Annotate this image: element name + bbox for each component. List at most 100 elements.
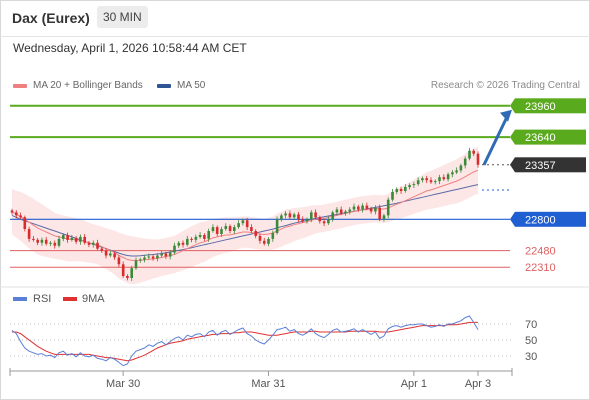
candle-body	[258, 235, 262, 241]
candle-body	[335, 209, 339, 213]
candle-body	[224, 226, 228, 229]
candle-body	[472, 150, 475, 154]
candle-body	[318, 217, 322, 222]
candle-body	[339, 209, 343, 214]
legend-ma50: MA 50	[157, 80, 205, 91]
level-label-bg	[515, 211, 586, 227]
candle-body	[164, 253, 168, 257]
candle-body	[10, 210, 14, 213]
candle-body	[348, 209, 352, 212]
candle-body	[53, 242, 57, 246]
x-tick-label: Apr 3	[465, 378, 491, 390]
candle-body	[62, 235, 65, 239]
candle-body	[331, 212, 334, 220]
candle-body	[374, 207, 377, 212]
level-label-pointer	[510, 211, 515, 227]
candle-body	[412, 184, 416, 186]
level-label-bg	[515, 157, 586, 173]
candle-body	[399, 189, 403, 191]
candle-body	[19, 215, 22, 218]
candle-body	[83, 236, 86, 243]
level-label-bg	[515, 129, 586, 145]
candle-body	[442, 177, 446, 180]
candle-body	[117, 257, 121, 265]
candle-body	[190, 238, 193, 240]
level-label-pivot: 22800	[525, 214, 556, 226]
candle-body	[310, 212, 313, 220]
ma9-legend-swatch	[63, 297, 77, 301]
candle-body	[451, 172, 454, 175]
candle-body	[203, 235, 206, 239]
timeframe-badge[interactable]: 30 MIN	[97, 6, 148, 28]
candle-body	[91, 242, 95, 245]
candle-body	[44, 239, 48, 244]
level-label-support: 22310	[525, 262, 556, 274]
candle-body	[352, 206, 356, 210]
candle-body	[386, 199, 390, 216]
candle-body	[327, 219, 330, 224]
candle-body	[369, 208, 373, 212]
candle-body	[57, 238, 61, 246]
candle-body	[421, 178, 424, 181]
ma20-label: MA 20 + Bollinger Bands	[33, 80, 143, 91]
candle-body	[126, 276, 129, 278]
candle-body	[160, 253, 163, 256]
candle-body	[36, 239, 39, 243]
candle-body	[280, 215, 283, 220]
candle-body	[147, 256, 151, 258]
level-label-current: 23357	[525, 160, 556, 172]
candle-body	[438, 177, 441, 182]
credit-text: Research © 2026 Trading Central	[430, 80, 580, 91]
ma50-swatch	[157, 83, 171, 88]
candle-body	[250, 227, 253, 231]
candle-body	[207, 231, 210, 239]
candle-body	[284, 213, 287, 216]
forecast-arrow-head	[500, 109, 512, 122]
candle-body	[395, 189, 399, 192]
candle-body	[228, 226, 232, 231]
candle-body	[198, 235, 202, 237]
candle-body	[455, 170, 458, 173]
candle-body	[292, 214, 296, 218]
candle-body	[378, 207, 381, 220]
rsi-line	[11, 315, 479, 367]
candle-body	[275, 219, 279, 233]
candle-body	[446, 174, 450, 180]
x-tick-label: Mar 31	[251, 378, 285, 390]
candle-body	[237, 223, 240, 228]
candle-body	[468, 150, 471, 159]
candle-body	[181, 242, 185, 245]
candle-body	[241, 220, 245, 224]
legend-ma20: MA 20 + Bollinger Bands	[13, 80, 143, 91]
level-label-resistance: 23960	[525, 101, 556, 113]
candle-body	[100, 248, 104, 251]
candle-body	[151, 256, 155, 259]
candle-body	[79, 236, 82, 242]
x-tick-label: Mar 30	[106, 378, 140, 390]
candle-body	[121, 264, 125, 276]
candle-body	[263, 240, 266, 244]
ma9-legend-label: 9MA	[82, 293, 105, 305]
level-label-resistance: 23640	[525, 132, 556, 144]
level-label-support: 22480	[525, 246, 556, 258]
timestamp: Wednesday, April 1, 2026 10:58:44 AM CET	[13, 41, 247, 55]
candle-body	[382, 215, 386, 220]
candle-body	[254, 231, 257, 236]
candle-body	[194, 236, 198, 240]
x-tick-label: Apr 1	[401, 378, 427, 390]
candle-body	[365, 205, 369, 209]
candle-body	[173, 245, 176, 253]
candle-body	[357, 206, 360, 210]
candle-body	[32, 238, 35, 240]
candle-body	[211, 227, 215, 231]
candle-body	[391, 191, 394, 200]
candle-body	[74, 237, 78, 242]
level-label-pointer	[510, 98, 515, 114]
candle-body	[416, 180, 420, 185]
candle-body	[434, 181, 437, 183]
candle-body	[177, 242, 181, 246]
ma20-swatch	[13, 83, 27, 88]
candle-body	[408, 185, 411, 188]
level-label-bg	[515, 98, 586, 114]
